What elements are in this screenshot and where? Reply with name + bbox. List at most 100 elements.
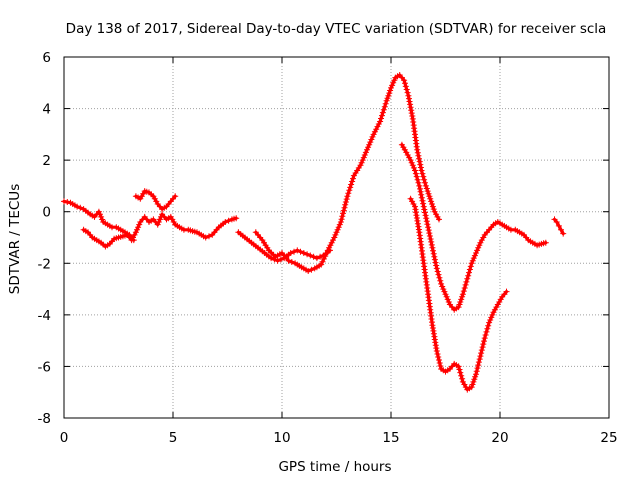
data-point [346,187,353,194]
data-point [420,200,427,207]
data-point [423,218,430,225]
data-point [405,92,412,99]
data-point [128,237,135,244]
data-point [479,344,486,351]
data-point [387,87,394,94]
x-tick-labels: 0 5 10 15 20 25 [60,430,618,446]
data-point [471,376,478,383]
data-point [415,179,422,186]
data-point [427,236,434,242]
data-point [402,83,409,90]
data-point [471,252,478,259]
data-point [423,185,430,192]
data-point [425,227,432,234]
data-point [424,188,431,195]
data-point [155,219,162,225]
data-point [409,162,416,169]
data-series-segment-5 [252,72,442,274]
data-point [428,241,435,248]
data-point [416,158,423,165]
data-point [61,198,67,205]
data-point [416,182,423,189]
data-point [362,149,369,156]
data-point [474,247,481,254]
data-point [360,154,367,161]
axis-ticks [63,56,610,419]
data-point [225,217,232,224]
data-point [425,224,432,231]
data-point [470,378,477,385]
data-point [430,247,436,254]
data-point [412,170,419,177]
data-point [436,357,442,363]
data-point [431,253,438,260]
data-point [456,366,463,373]
data-point [367,139,374,146]
data-point [459,375,466,382]
data-point [459,291,466,298]
data-point [430,206,437,213]
data-point [485,322,492,329]
data-point [277,256,284,263]
x-tick-label: 0 [60,430,69,446]
data-point [458,372,465,379]
data-point [414,146,421,153]
data-point [342,201,349,208]
data-point [233,215,240,222]
y-tick-label: 6 [42,50,51,66]
data-point [338,216,345,223]
data-point [443,293,450,300]
data-point [431,256,438,263]
data-point [481,338,487,345]
data-point [357,162,364,169]
data-point [441,288,448,295]
data-point [335,224,342,231]
data-point [455,304,462,311]
data-point [334,226,341,233]
data-point [475,359,482,366]
data-point [429,244,436,251]
data-point [466,266,473,273]
data-point [467,263,474,270]
x-tick-label: 15 [382,430,399,446]
data-point [288,259,295,265]
data-point [466,269,472,276]
data-point [389,82,396,89]
data-point [313,255,320,262]
data-point [439,283,446,290]
y-tick-labels: -8 -6 -4 -2 0 2 4 6 [38,50,51,427]
data-point [482,332,489,338]
data-point [473,371,479,378]
data-point [434,268,441,275]
data-point [291,248,297,255]
data-point [310,253,317,260]
data-point [308,266,315,273]
data-point [417,185,423,192]
data-point [330,237,336,244]
chart-title: Day 138 of 2017, Sidereal Day-to-day VTE… [66,21,607,37]
data-point [332,231,339,238]
data-point [437,277,444,284]
data-point [435,271,442,278]
data-point [202,234,209,241]
data-point [489,311,496,318]
data-point [486,319,493,326]
data-point [473,368,480,375]
data-point [442,291,449,298]
data-point [410,164,417,171]
data-point [323,250,330,257]
data-point [422,179,428,186]
data-point [403,149,410,156]
data-point [487,317,494,323]
data-point [131,231,138,238]
data-point [337,219,344,225]
data-point [433,211,440,218]
data-point [427,195,434,202]
data-point [468,384,475,391]
data-point [444,296,451,303]
data-point [435,354,442,360]
data-point [347,184,354,191]
data-series-segment-7 [407,195,510,393]
data-point [64,199,71,205]
data-point [379,109,386,116]
